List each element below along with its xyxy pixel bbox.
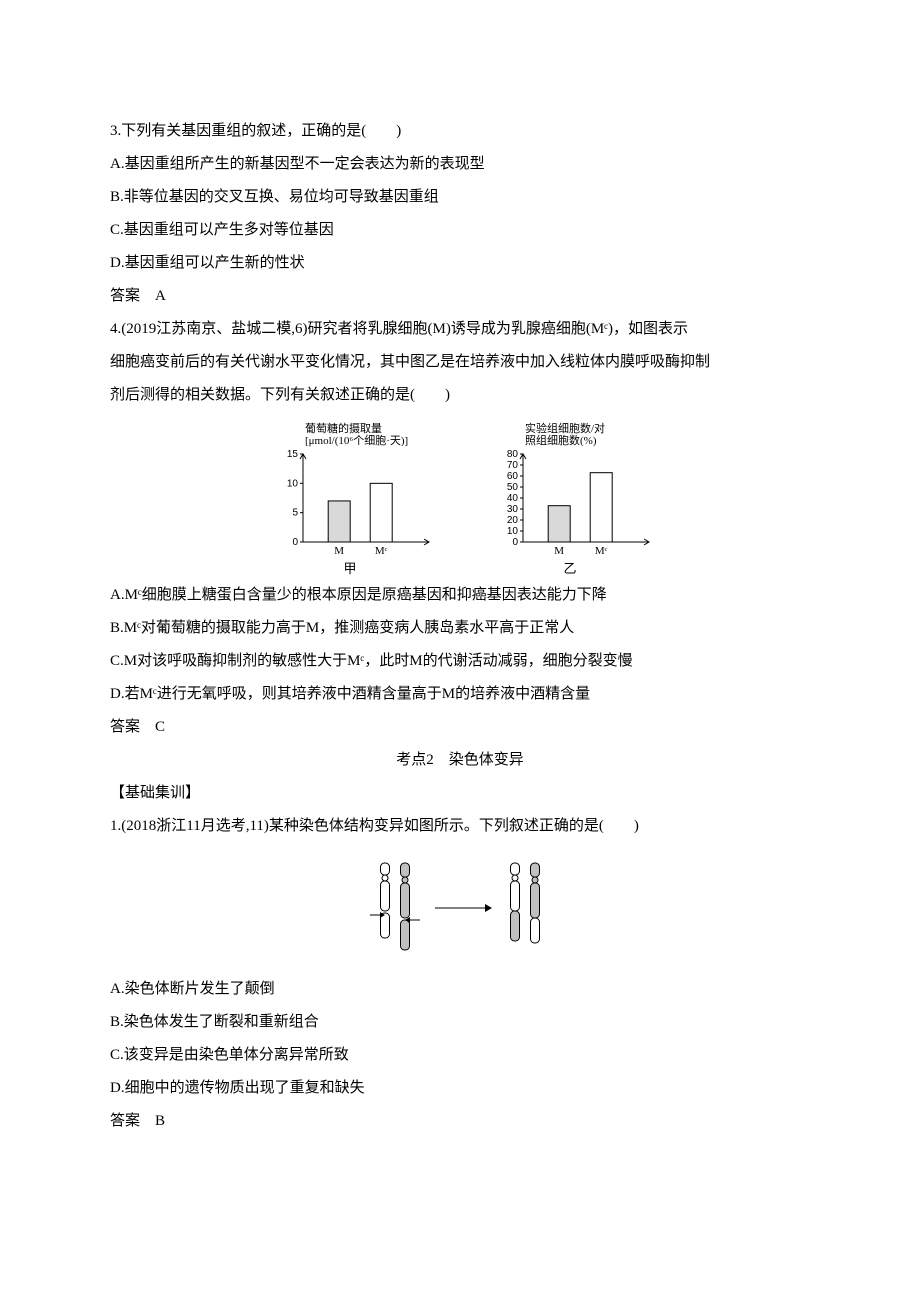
s2q1-answer: 答案 B bbox=[110, 1105, 810, 1138]
q4-chart1: 葡萄糖的摄取量[μmol/(10⁶个细胞·天)] 0 5 10 15 M Mᶜ bbox=[265, 420, 435, 560]
q4-answer: 答案 C bbox=[110, 711, 810, 744]
s2q1-optA: A.染色体断片发生了颠倒 bbox=[110, 973, 810, 1006]
q4-stem-2: 细胞癌变前后的有关代谢水平变化情况，其中图乙是在培养液中加入线粒体内膜呼吸酶抑制 bbox=[110, 346, 810, 379]
q4-chart1-caption: 甲 bbox=[343, 562, 356, 575]
q3-optD: D.基因重组可以产生新的性状 bbox=[110, 247, 810, 280]
q3-answer: 答案 A bbox=[110, 280, 810, 313]
svg-text:5: 5 bbox=[292, 508, 298, 519]
q4-optB: B.Mᶜ对葡萄糖的摄取能力高于M，推测癌变病人胰岛素水平高于正常人 bbox=[110, 612, 810, 645]
q4-chart2-caption: 乙 bbox=[563, 562, 576, 575]
svg-text:10: 10 bbox=[287, 478, 299, 489]
s2q1-optD: D.细胞中的遗传物质出现了重复和缺失 bbox=[110, 1072, 810, 1105]
svg-text:Mᶜ: Mᶜ bbox=[375, 545, 388, 557]
svg-text:60: 60 bbox=[507, 471, 519, 482]
q4-optD: D.若Mᶜ进行无氧呼吸，则其培养液中酒精含量高于M的培养液中酒精含量 bbox=[110, 678, 810, 711]
q4-charts: 葡萄糖的摄取量[μmol/(10⁶个细胞·天)] 0 5 10 15 M Mᶜ 甲 实验组细… bbox=[110, 420, 810, 575]
svg-text:实验组细胞数/对: 实验组细胞数/对 bbox=[525, 421, 605, 435]
svg-text:葡萄糖的摄取量: 葡萄糖的摄取量 bbox=[305, 421, 382, 435]
svg-text:照组细胞数(%): 照组细胞数(%) bbox=[525, 433, 597, 447]
s2q1-optB: B.染色体发生了断裂和重新组合 bbox=[110, 1006, 810, 1039]
svg-text:15: 15 bbox=[287, 449, 299, 460]
s2q1-diagram-wrap bbox=[110, 853, 810, 963]
svg-text:M: M bbox=[554, 545, 564, 557]
svg-text:20: 20 bbox=[507, 515, 519, 526]
q3-optA: A.基因重组所产生的新基因型不一定会表达为新的表现型 bbox=[110, 148, 810, 181]
q4-chart2: 实验组细胞数/对照组细胞数(%) 01020304050607080 M Mᶜ bbox=[485, 420, 655, 560]
q4-optA: A.Mᶜ细胞膜上糖蛋白含量少的根本原因是原癌基因和抑癌基因表达能力下降 bbox=[110, 579, 810, 612]
section2-title: 考点2 染色体变异 bbox=[110, 744, 810, 777]
svg-text:80: 80 bbox=[507, 449, 519, 460]
q3-stem: 3.下列有关基因重组的叙述，正确的是( ) bbox=[110, 115, 810, 148]
section2-tag: 【基础集训】 bbox=[110, 777, 810, 810]
q4-chart1-box: 葡萄糖的摄取量[μmol/(10⁶个细胞·天)] 0 5 10 15 M Mᶜ 甲 bbox=[265, 420, 435, 575]
svg-text:Mᶜ: Mᶜ bbox=[595, 545, 608, 557]
q4-stem-3: 剂后测得的相关数据。下列有关叙述正确的是( ) bbox=[110, 379, 810, 412]
svg-text:[μmol/(10⁶个细胞·天)]: [μmol/(10⁶个细胞·天)] bbox=[305, 434, 408, 447]
q4-optC: C.M对该呼吸酶抑制剂的敏感性大于Mᶜ，此时M的代谢活动减弱，细胞分裂变慢 bbox=[110, 645, 810, 678]
s2q1-diagram bbox=[330, 853, 590, 963]
q3-optB: B.非等位基因的交叉互换、易位均可导致基因重组 bbox=[110, 181, 810, 214]
q4-stem-1: 4.(2019江苏南京、盐城二模,6)研究者将乳腺细胞(M)诱导成为乳腺癌细胞(… bbox=[110, 313, 810, 346]
q4-chart2-box: 实验组细胞数/对照组细胞数(%) 01020304050607080 M Mᶜ 乙 bbox=[485, 420, 655, 575]
svg-text:10: 10 bbox=[507, 526, 519, 537]
svg-text:0: 0 bbox=[512, 537, 518, 548]
svg-text:40: 40 bbox=[507, 493, 519, 504]
svg-text:50: 50 bbox=[507, 482, 519, 493]
svg-text:70: 70 bbox=[507, 460, 519, 471]
svg-text:M: M bbox=[334, 545, 344, 557]
q3-optC: C.基因重组可以产生多对等位基因 bbox=[110, 214, 810, 247]
svg-text:30: 30 bbox=[507, 504, 519, 515]
s2q1-stem: 1.(2018浙江11月选考,11)某种染色体结构变异如图所示。下列叙述正确的是… bbox=[110, 810, 810, 843]
svg-text:0: 0 bbox=[292, 537, 298, 548]
s2q1-optC: C.该变异是由染色单体分离异常所致 bbox=[110, 1039, 810, 1072]
